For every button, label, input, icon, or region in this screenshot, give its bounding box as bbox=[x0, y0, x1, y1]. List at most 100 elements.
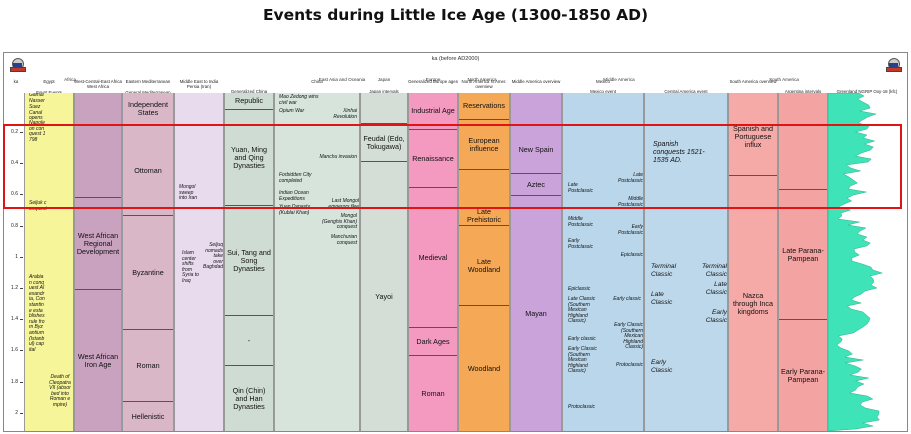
segment: West African Iron Age bbox=[75, 289, 121, 431]
segment: Woodland bbox=[459, 305, 509, 431]
segment bbox=[511, 93, 561, 125]
segment: Roman bbox=[123, 329, 173, 401]
axis-tick-label: 0.6 bbox=[11, 191, 18, 198]
region-africa: Africa bbox=[64, 77, 76, 82]
axis-tick-mark bbox=[20, 319, 23, 320]
col-head-north-america: North America N.Amer. overview bbox=[461, 79, 507, 89]
segment: - bbox=[225, 315, 273, 365]
middle-east-event: Islam center shifts from Syria to Iraq bbox=[182, 250, 199, 284]
central-america-event: Terminal Classic bbox=[651, 263, 677, 278]
egypt-event: Gamal Nasser bbox=[29, 93, 45, 104]
col-head-mediterranean: Eastern MediterraneanGeneral Mediterrane… bbox=[125, 79, 171, 95]
central-america-event: Early Classic bbox=[651, 359, 673, 374]
col-middle-east: Mongol sweep into Iran Islam center shif… bbox=[174, 93, 224, 431]
segment: European influence bbox=[459, 119, 509, 169]
axis-tick-mark bbox=[20, 194, 23, 195]
mexico-event: Protoclassic bbox=[616, 362, 643, 368]
mexico-event: Early classic bbox=[613, 296, 641, 302]
china-event: Forbidden City completed bbox=[279, 172, 312, 184]
egypt-event: Arabian conquest Alexandria, Constantine… bbox=[29, 274, 45, 353]
region-japan: Japan bbox=[377, 77, 391, 82]
segment: Yayoi bbox=[361, 161, 407, 431]
mexico-event: Middle Postclassic bbox=[617, 196, 643, 208]
axis-tick-mark bbox=[20, 288, 23, 289]
col-mexico: Late Postclassic Late Postclassic Middle… bbox=[562, 93, 644, 431]
segment: Qin (Chin) and Han Dynasties bbox=[225, 365, 273, 431]
col-head-mid-america-overview: Middle America overview bbox=[511, 79, 561, 84]
col-head-west-africa: West-Central-East Africa West Africa bbox=[74, 79, 122, 89]
segment: Nazca through Inca kingdoms bbox=[729, 175, 777, 431]
mexico-event: Middle Postclassic bbox=[568, 216, 594, 228]
axis-tick-mark bbox=[20, 163, 23, 164]
col-japan: Feudal (Edo, Tokugawa) Yayoi bbox=[360, 93, 408, 431]
segment: Republic bbox=[235, 96, 263, 105]
axis-tick-mark bbox=[20, 225, 23, 227]
mexico-event: Early Classic (Southern Mexican Highland… bbox=[568, 346, 597, 375]
mexico-event: Late Postclassic bbox=[617, 172, 643, 184]
col-egypt: Gamal Nasser Suez Canal opens Napoleon c… bbox=[24, 93, 74, 431]
segment: Medieval bbox=[409, 187, 457, 327]
segment: West African Regional Development bbox=[75, 197, 121, 289]
globe-logo-icon bbox=[886, 56, 902, 74]
mexico-event: Late Classic (Southern Mexican Highland … bbox=[568, 296, 596, 325]
globe-logo-icon bbox=[10, 56, 26, 74]
col-head-south-america: South America overview bbox=[729, 79, 777, 84]
egypt-event: Napoleon conquest 1798 bbox=[29, 120, 46, 143]
axis-tick-label: 2 bbox=[15, 409, 18, 416]
region-east-asia: East Asia and Oceania bbox=[318, 77, 366, 82]
col-gen-china: Republic Yuan, Ming and Qing Dynasties S… bbox=[224, 93, 274, 431]
region-middle-america: Middle America bbox=[603, 77, 635, 82]
segment: Sui, Tang and Song Dynasties bbox=[225, 205, 273, 315]
col-head-china: China bbox=[311, 79, 323, 84]
axis-unit-label: ka bbox=[13, 79, 19, 84]
col-central-america: Spanish conquests 1521-1535 AD. Terminal… bbox=[644, 93, 728, 431]
axis-tick-label: 1.2 bbox=[11, 285, 18, 291]
col-head-central-america: Central America event bbox=[664, 89, 708, 94]
axis-tick-label: 1.8 bbox=[11, 378, 18, 385]
col-head-egypt: EgyptEgypt Events bbox=[36, 79, 62, 95]
axis-tick-mark bbox=[20, 256, 23, 258]
top-header: ka (before AD2000) bbox=[431, 56, 480, 62]
col-head-middle-east: Middle East to India Persia (Iran) bbox=[179, 79, 219, 89]
segment: Reservations bbox=[463, 101, 505, 110]
col-head-mexico: Mexico Mexico event bbox=[590, 79, 616, 94]
axis-tick-mark bbox=[20, 381, 23, 383]
egypt-event: Death of Cleopatra VII (absorbed into Ro… bbox=[49, 374, 71, 408]
mexico-event: Late Postclassic bbox=[568, 182, 594, 194]
mexico-event: Early Postclassic bbox=[568, 238, 594, 250]
region-north-america: North America bbox=[467, 77, 497, 82]
central-america-event: Late Classic bbox=[705, 281, 727, 296]
col-west-africa: West African Regional Development West A… bbox=[74, 93, 122, 431]
axis-tick-label: 1.6 bbox=[11, 347, 18, 354]
axis-tick-label: 1 bbox=[15, 253, 18, 260]
china-event: Xinhai Revolution bbox=[333, 108, 357, 120]
segment: Early Parana-Pampean bbox=[779, 319, 827, 431]
col-head-gen-china: Generalized China bbox=[230, 89, 268, 94]
segment: Late Prehistoric bbox=[459, 169, 509, 225]
segment bbox=[779, 93, 827, 189]
col-argentina: Late Parana-Pampean Early Parana-Pampean bbox=[778, 93, 828, 431]
mexico-event: Early classic bbox=[568, 336, 596, 342]
greenland-oxy18-curve bbox=[828, 93, 884, 431]
segment: Industrial Age bbox=[411, 106, 455, 115]
axis-tick-mark bbox=[20, 350, 23, 351]
axis-tick-label: 1.4 bbox=[11, 316, 18, 323]
china-event: Manchurian conquest bbox=[330, 234, 357, 246]
col-mediterranean: Independent States Ottoman Byzantine Rom… bbox=[122, 93, 174, 431]
greenland-oxy18-area bbox=[828, 93, 884, 431]
central-america-event: Spanish conquests 1521-1535 AD. bbox=[653, 141, 705, 164]
china-event: Last Mongol emperors flee bbox=[328, 198, 359, 210]
segment: Renaissance bbox=[409, 129, 457, 187]
segment: Ottoman bbox=[123, 125, 173, 215]
egypt-event: Suez Canal opens bbox=[29, 104, 43, 122]
axis-tick-label: 0.4 bbox=[11, 160, 18, 167]
segment: Aztec bbox=[511, 173, 561, 195]
axis-tick-mark bbox=[20, 132, 23, 133]
mexico-event: Protoclassic bbox=[568, 404, 595, 410]
middle-east-event: Mongol sweep into Iran bbox=[179, 184, 198, 202]
china-event: Mao Zedong wins civil war bbox=[279, 94, 319, 106]
segment: Hellenistic bbox=[123, 401, 173, 431]
mexico-event: Epiclassic bbox=[620, 252, 643, 258]
segment: Feudal (Edo, Tokugawa) bbox=[361, 123, 407, 161]
china-event: Manchu invasion bbox=[319, 154, 357, 160]
